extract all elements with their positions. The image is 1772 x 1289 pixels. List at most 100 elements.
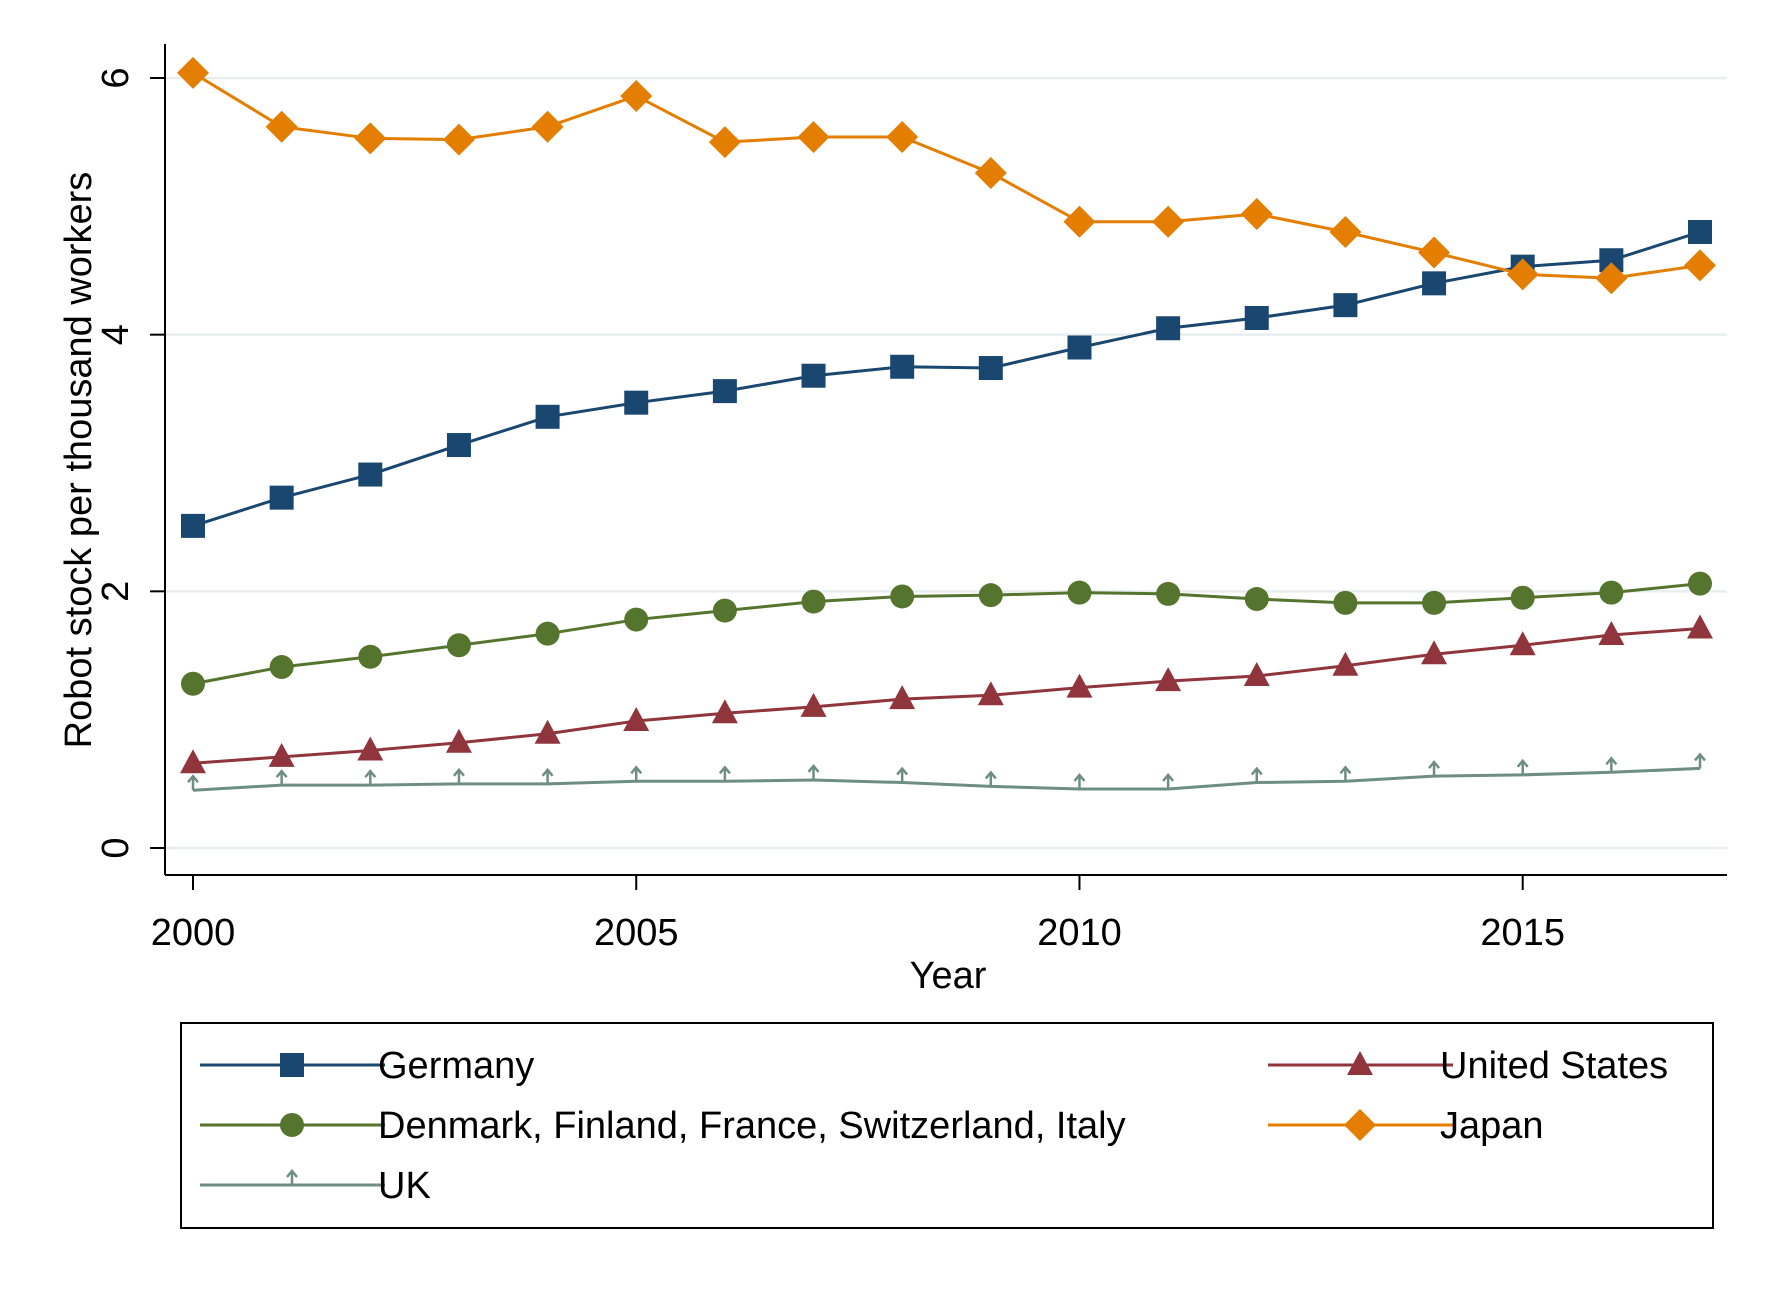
data-point [358, 644, 383, 669]
legend-label: Germany [378, 1045, 534, 1087]
legend-item: Japan [1268, 1105, 1544, 1147]
data-point [1422, 590, 1447, 615]
data-point [711, 699, 738, 724]
legend-label: Japan [1440, 1105, 1544, 1147]
data-point [268, 742, 295, 767]
data-point [1244, 587, 1269, 612]
data-point [180, 749, 206, 774]
data-point [269, 655, 294, 680]
data-point [801, 589, 826, 614]
data-point [978, 583, 1003, 608]
data-point [890, 354, 915, 379]
data-point [535, 404, 560, 429]
data-point [181, 513, 205, 538]
legend-items: Germany United States Denmark, Finland, Fr… [200, 1045, 1668, 1207]
data-point [974, 156, 1007, 189]
data-point [1333, 293, 1358, 318]
legend-marker [286, 1169, 298, 1185]
data-point [1421, 640, 1448, 665]
series-germany [181, 220, 1712, 538]
data-point [1063, 205, 1096, 238]
data-point [1339, 765, 1352, 782]
data-point [1067, 580, 1092, 605]
data-point [624, 607, 649, 632]
legend-item: United States [1268, 1045, 1668, 1087]
legend-label: UK [378, 1165, 431, 1207]
data-point [1595, 262, 1628, 295]
data-point [896, 766, 909, 783]
x-tick-label: 2005 [594, 912, 679, 954]
series-line [192, 627, 1701, 765]
series-line [192, 582, 1701, 686]
legend: Germany United States Denmark, Finland, Fr… [180, 1022, 1714, 1229]
legend-item: Denmark, Finland, France, Switzerland, I… [200, 1105, 1126, 1147]
data-point [718, 765, 731, 782]
data-point [1516, 758, 1529, 775]
data-point [1156, 581, 1181, 606]
data-point [807, 764, 820, 780]
data-point [265, 110, 298, 143]
data-point [269, 485, 294, 510]
data-point [1244, 305, 1269, 330]
x-ticks: 2000 2005 2010 2015 [151, 875, 1565, 954]
legend-box [180, 1022, 1714, 1229]
data-point [1605, 756, 1618, 773]
data-point [1694, 752, 1706, 769]
x-tick-label: 2015 [1480, 912, 1565, 954]
series-japan [177, 56, 1716, 295]
data-point [1156, 316, 1181, 341]
x-tick-label: 2000 [151, 912, 236, 954]
legend-marker [280, 1053, 304, 1077]
legend-label: Denmark, Finland, France, Switzerland, I… [378, 1105, 1126, 1147]
data-point [1332, 651, 1359, 676]
data-point [1688, 220, 1712, 244]
data-point [452, 767, 465, 784]
data-point [1243, 662, 1270, 687]
y-axis-title: Robot stock per thousand workers [58, 172, 100, 749]
legend-item: UK [200, 1165, 431, 1207]
legend-item: Germany [200, 1045, 534, 1087]
data-point [1428, 760, 1441, 777]
data-point [800, 692, 827, 717]
y-tick-label: 6 [95, 67, 137, 88]
data-point [1422, 271, 1447, 296]
data-point [801, 363, 826, 388]
series-denmark-finland-france-switzerland-italy [181, 571, 1712, 696]
data-point [1250, 766, 1263, 783]
data-point [541, 767, 554, 784]
data-point [978, 356, 1003, 381]
legend-label: United States [1440, 1045, 1668, 1087]
data-point [534, 719, 561, 744]
series-united-states [180, 614, 1713, 774]
data-point [358, 462, 383, 487]
data-point [1418, 236, 1451, 269]
data-point [1240, 198, 1273, 231]
data-point [630, 765, 643, 782]
data-point [1152, 205, 1185, 238]
data-point [886, 121, 919, 154]
data-point [357, 736, 384, 761]
y-tick-label: 4 [95, 324, 137, 345]
data-point [535, 621, 560, 646]
data-point [1684, 249, 1716, 282]
data-point [1066, 673, 1093, 698]
data-point [797, 121, 830, 154]
data-point [1333, 590, 1358, 615]
y-tick-label: 0 [95, 837, 137, 858]
legend-marker [1344, 1109, 1376, 1141]
data-point [890, 584, 915, 609]
legend-marker [1347, 1051, 1373, 1075]
data-point [445, 728, 472, 753]
data-point [446, 433, 471, 458]
data-point [623, 706, 650, 731]
series-line [192, 230, 1701, 528]
x-tick-label: 2010 [1037, 912, 1122, 954]
gridlines [166, 76, 1727, 850]
data-point [1155, 667, 1182, 692]
data-point [1067, 335, 1092, 360]
data-point [1073, 773, 1086, 789]
series [177, 56, 1716, 792]
data-point [1509, 631, 1536, 656]
data-point [1162, 773, 1175, 789]
